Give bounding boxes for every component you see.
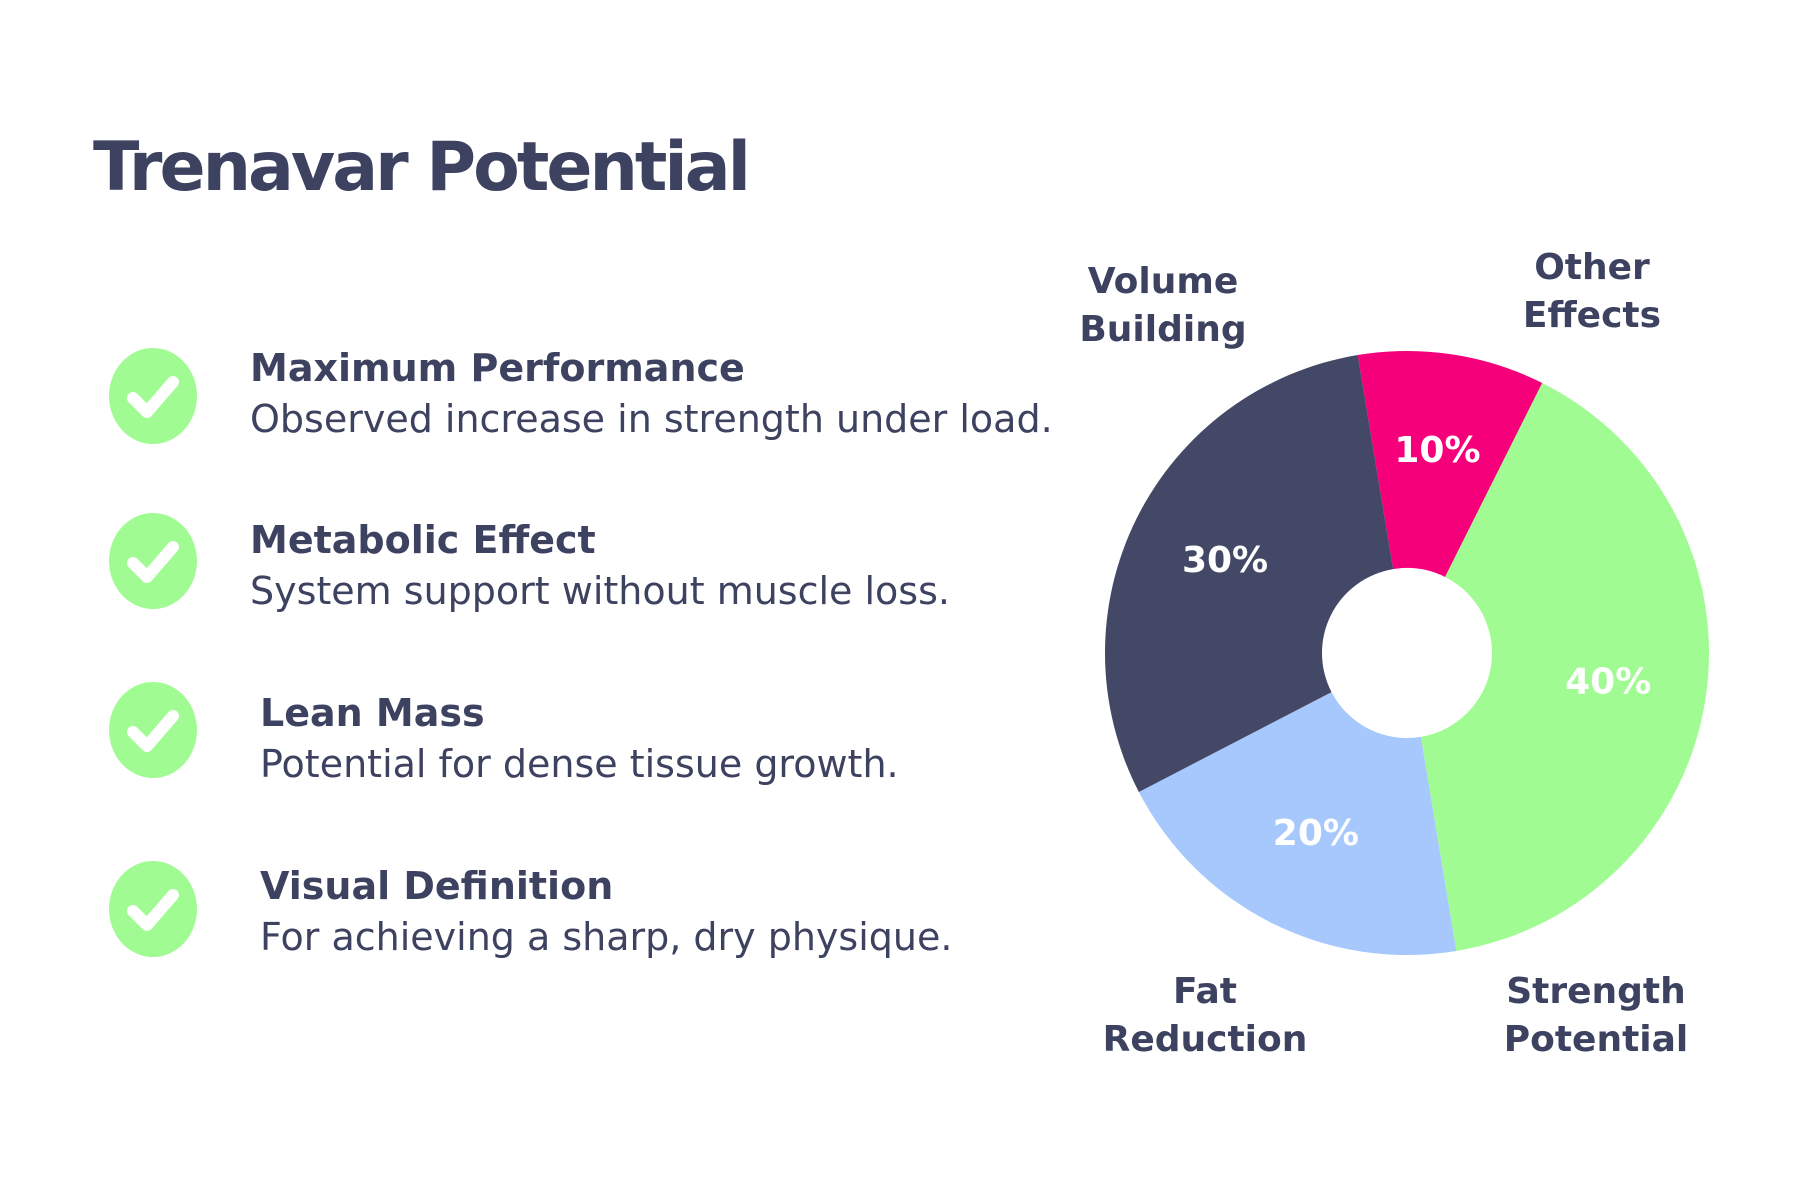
pie-slice	[1138, 692, 1457, 955]
check-icon	[109, 861, 197, 957]
category-label: Other Effects	[1522, 247, 1662, 336]
value-label: 40%	[1565, 661, 1651, 702]
item-title: Maximum Performance	[250, 346, 745, 390]
item-description: Observed increase in strength under load…	[250, 397, 1053, 441]
category-label: Strength Potential	[1503, 971, 1689, 1060]
chart: 10% 40% 20% 30%	[1105, 351, 1709, 955]
pie-slice	[1420, 382, 1709, 951]
check-icon	[109, 513, 197, 609]
feature-item: Lean Mass Potential for dense tissue grow…	[260, 690, 899, 792]
category-label: Volume Building	[1079, 261, 1247, 350]
feature-item: Maximum Performance Observed increase in …	[250, 345, 1053, 447]
item-description: System support without muscle loss.	[250, 569, 950, 613]
value-label: 30%	[1182, 540, 1268, 581]
feature-item: Metabolic Effect System support without m…	[250, 517, 950, 619]
item-description: For achieving a sharp, dry physique.	[260, 915, 953, 959]
value-label: 20%	[1273, 813, 1359, 854]
category-label: Fat Reduction	[1102, 971, 1308, 1060]
title: Trenavar Potential	[93, 128, 751, 207]
value-label: 10%	[1394, 430, 1480, 471]
item-title: Metabolic Effect	[250, 518, 596, 562]
item-title: Visual Definition	[260, 864, 614, 908]
item-title: Lean Mass	[260, 691, 485, 735]
check-icon	[109, 348, 197, 444]
pie-slice	[1357, 351, 1543, 577]
check-icon	[109, 682, 197, 778]
feature-item: Visual Definition For achieving a sharp, …	[260, 863, 952, 965]
item-description: Potential for dense tissue growth.	[260, 742, 899, 786]
pie-slice	[1105, 355, 1394, 792]
